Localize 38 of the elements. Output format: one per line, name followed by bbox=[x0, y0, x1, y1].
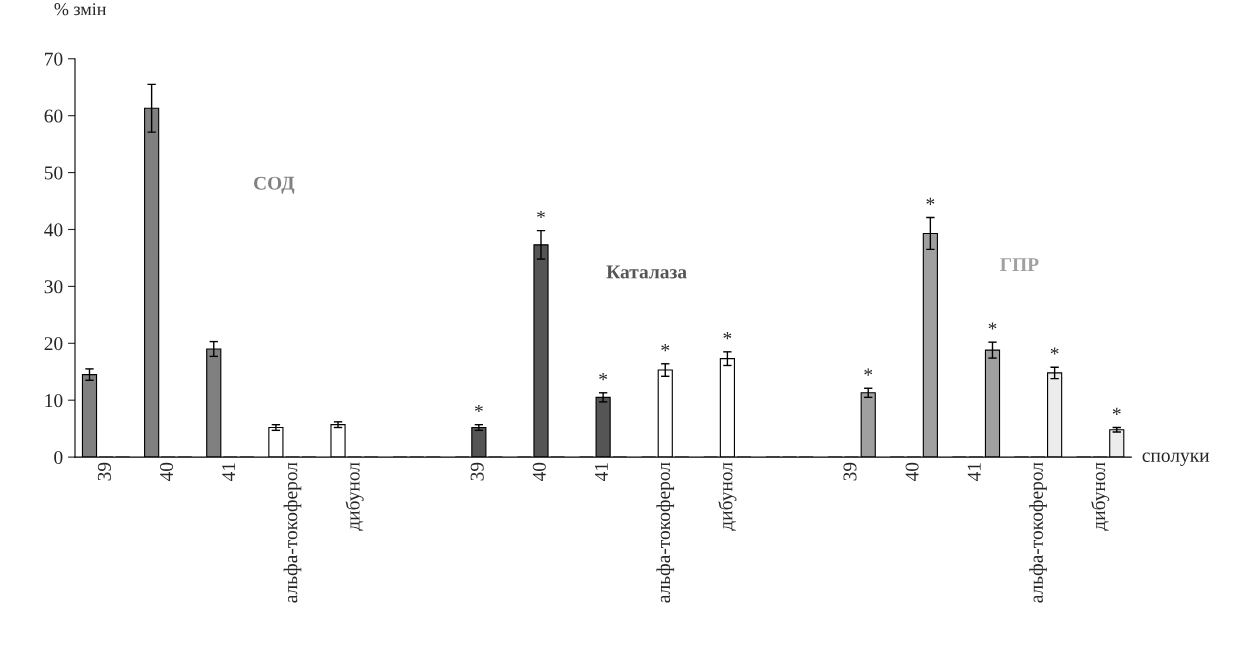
data-label: * bbox=[988, 322, 997, 330]
x-tick-label: 41 bbox=[222, 463, 236, 482]
data-label: * bbox=[864, 368, 873, 376]
x-tick-label: дибунол bbox=[1091, 462, 1110, 531]
y-tick-label: 30 bbox=[44, 280, 63, 294]
y-tick-label: 70 bbox=[45, 52, 63, 66]
text: СОД bbox=[253, 176, 295, 194]
x-axis-title: сполуки bbox=[1142, 452, 1210, 466]
x-tick-label: 40 bbox=[532, 462, 546, 482]
data-label: * bbox=[537, 210, 545, 219]
text: ГПР bbox=[1000, 258, 1039, 271]
data-label: * bbox=[599, 373, 608, 381]
y-tick-label: 40 bbox=[44, 223, 63, 237]
data-label: * bbox=[1112, 407, 1121, 415]
data-label: * bbox=[1050, 347, 1059, 355]
x-tick-label: 41 bbox=[594, 463, 608, 482]
x-tick-label: 39 bbox=[843, 462, 857, 481]
x-tick-label: альфа-токоферол bbox=[283, 462, 302, 603]
y-tick-label: 60 bbox=[44, 109, 63, 123]
x-tick-label: 41 bbox=[967, 463, 981, 482]
data-label: * bbox=[723, 332, 732, 340]
y-axis-title: % змін bbox=[54, 3, 106, 16]
x-tick-label: 39 bbox=[470, 462, 484, 481]
y-tick-label: 0 bbox=[54, 450, 63, 465]
data-label: * bbox=[474, 404, 483, 413]
y-tick-label: 20 bbox=[44, 337, 63, 351]
data-label: * bbox=[926, 197, 935, 205]
text: Каталаза bbox=[606, 265, 687, 279]
x-tick-label: 40 bbox=[905, 462, 919, 482]
x-tick-label: 40 bbox=[159, 462, 174, 482]
x-tick-label: 39 bbox=[97, 462, 111, 481]
x-tick-label: альфа-токоферол bbox=[1029, 462, 1047, 603]
x-tick-label: дибунол bbox=[345, 462, 364, 531]
data-label: * bbox=[661, 344, 670, 352]
x-tick-label: альфа-токоферол bbox=[656, 462, 675, 603]
x-tick-label: дибунол bbox=[718, 462, 737, 531]
y-tick-label: 10 bbox=[45, 394, 63, 408]
y-tick-label: 50 bbox=[44, 166, 63, 180]
